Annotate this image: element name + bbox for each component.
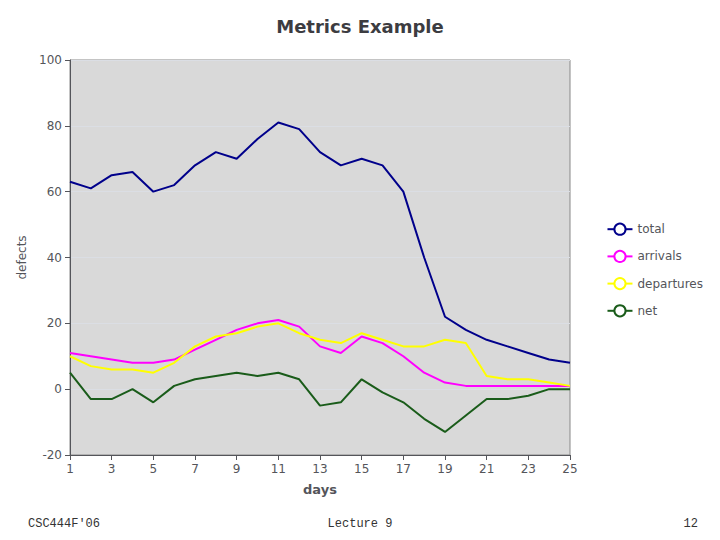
svg-text:-20: -20 — [42, 448, 62, 462]
svg-text:0: 0 — [54, 382, 62, 396]
svg-text:15: 15 — [354, 462, 369, 476]
svg-text:net: net — [637, 304, 657, 318]
svg-text:Metrics Example: Metrics Example — [276, 16, 444, 37]
svg-text:23: 23 — [521, 462, 536, 476]
svg-text:defects: defects — [15, 235, 29, 279]
svg-text:7: 7 — [191, 462, 199, 476]
svg-text:total: total — [637, 222, 664, 236]
svg-text:departures: departures — [637, 277, 703, 291]
svg-text:1: 1 — [66, 462, 74, 476]
svg-text:days: days — [303, 482, 337, 497]
svg-text:40: 40 — [47, 251, 62, 265]
svg-text:20: 20 — [47, 316, 62, 330]
svg-text:13: 13 — [312, 462, 327, 476]
svg-text:CSC444F'06: CSC444F'06 — [28, 517, 100, 531]
svg-text:12: 12 — [684, 517, 698, 531]
svg-text:19: 19 — [437, 462, 452, 476]
svg-text:arrivals: arrivals — [637, 249, 681, 263]
svg-text:80: 80 — [47, 119, 62, 133]
svg-text:60: 60 — [47, 185, 62, 199]
svg-text:9: 9 — [233, 462, 241, 476]
svg-text:3: 3 — [108, 462, 116, 476]
svg-text:21: 21 — [479, 462, 494, 476]
svg-text:17: 17 — [396, 462, 411, 476]
svg-text:5: 5 — [150, 462, 158, 476]
svg-text:25: 25 — [562, 462, 577, 476]
svg-text:100: 100 — [39, 53, 62, 67]
svg-text:11: 11 — [271, 462, 286, 476]
svg-text:Lecture 9: Lecture 9 — [328, 517, 393, 531]
